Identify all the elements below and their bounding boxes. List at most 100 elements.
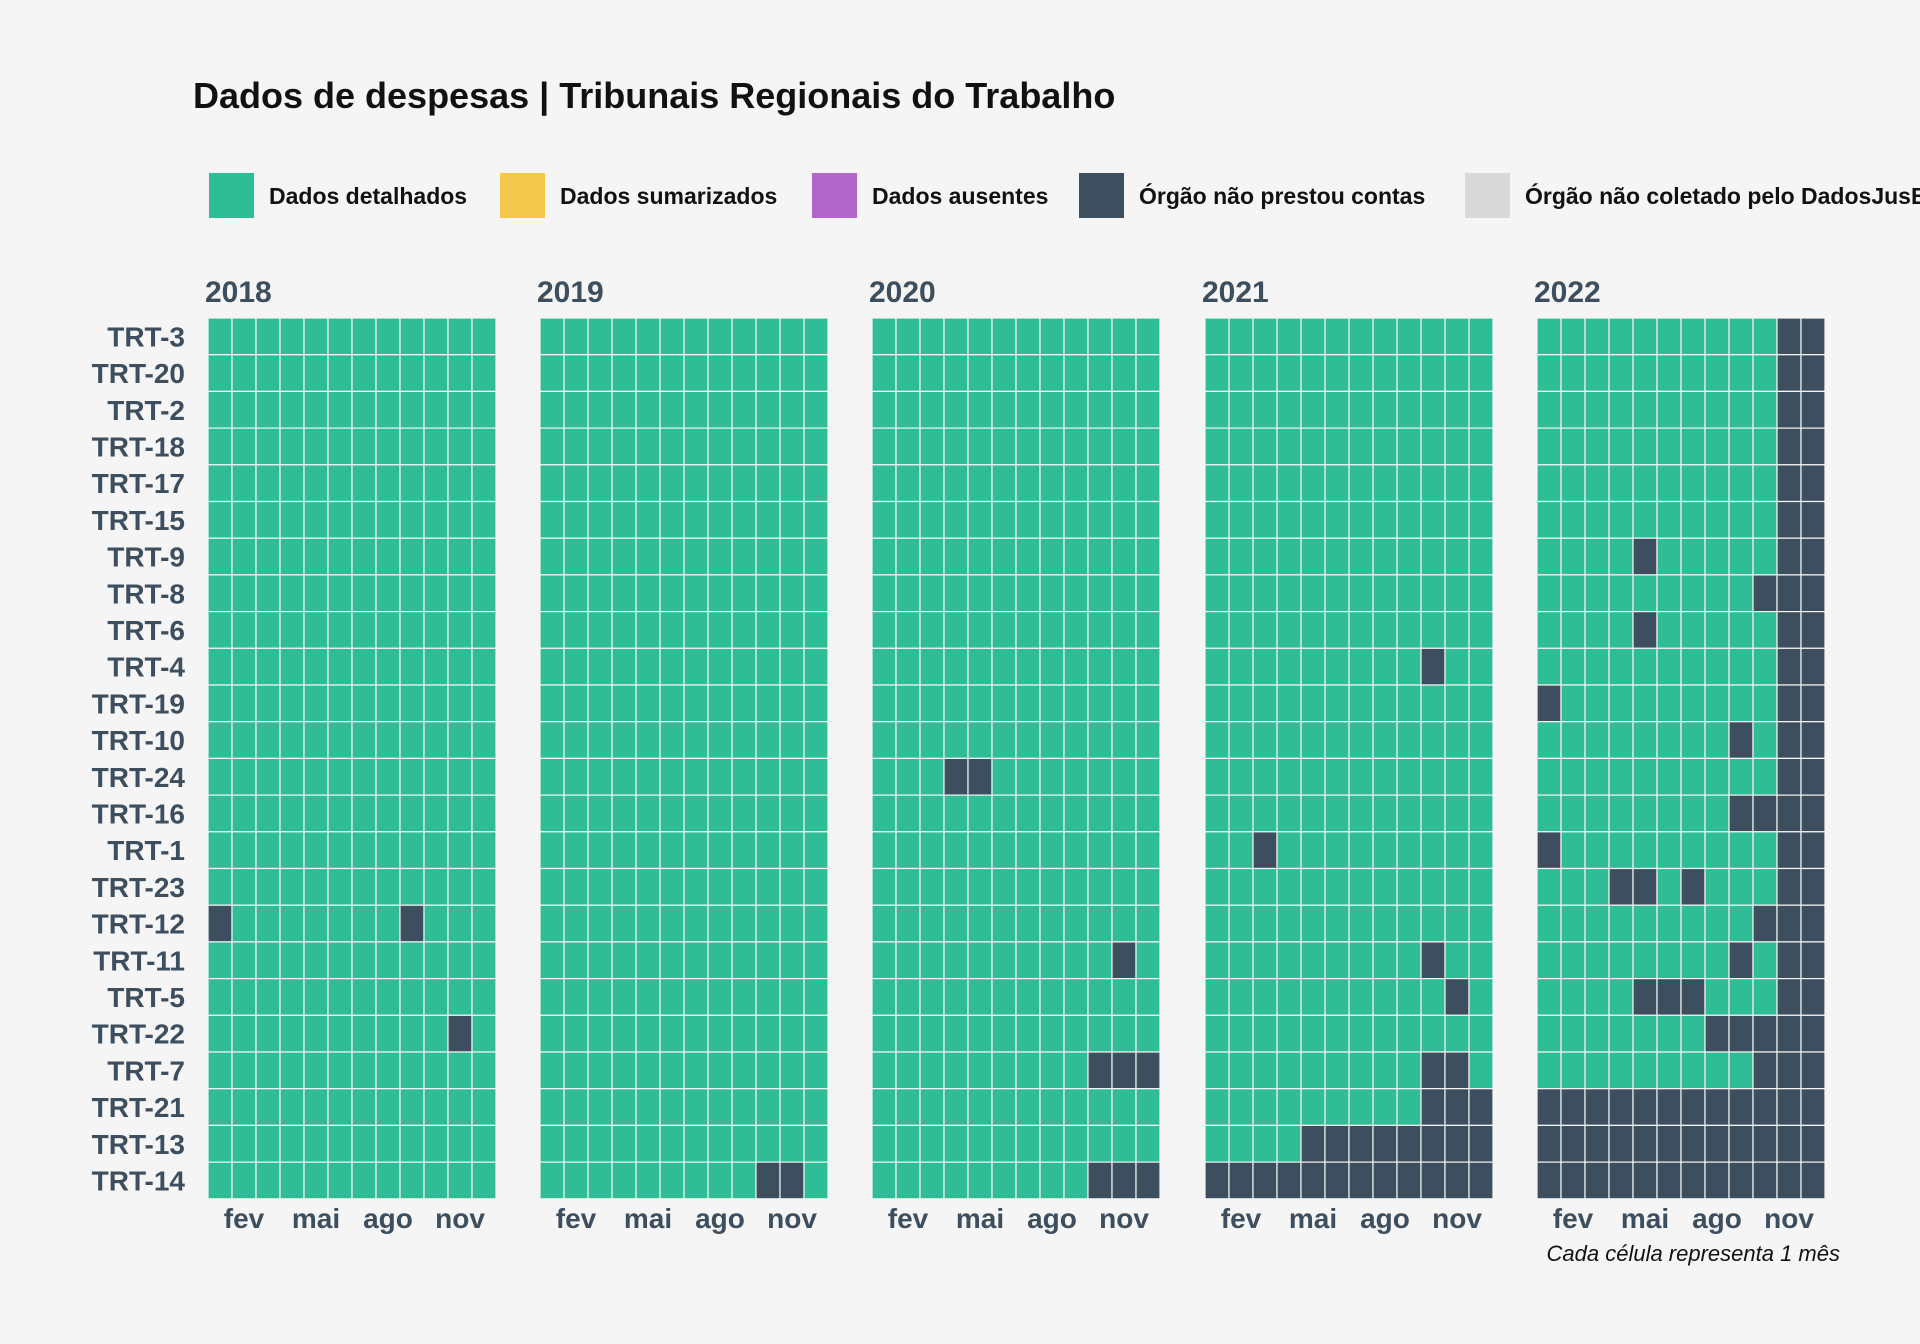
chart-caption: Cada célula representa 1 mês bbox=[1547, 1241, 1841, 1266]
cell-2021-trt-20-m3 bbox=[1252, 354, 1278, 393]
cell-2020-trt-1-m9 bbox=[1063, 831, 1089, 870]
cell-2021-trt-14-m4 bbox=[1276, 1161, 1302, 1200]
cell-2018-trt-12-m6 bbox=[327, 904, 353, 943]
cell-2021-trt-2-m4 bbox=[1276, 390, 1302, 429]
cell-2019-trt-15-m1 bbox=[539, 500, 565, 539]
cell-2020-trt-15-m9 bbox=[1063, 500, 1089, 539]
cell-2018-trt-15-m2 bbox=[231, 500, 257, 539]
year-label-2021: 2021 bbox=[1202, 276, 1269, 309]
cell-2022-trt-5-m8 bbox=[1704, 977, 1730, 1016]
cell-2018-trt-1-m4 bbox=[279, 831, 305, 870]
cell-2019-trt-19-m6 bbox=[659, 684, 685, 723]
cell-2022-trt-15-m7 bbox=[1680, 500, 1706, 539]
cell-2018-trt-12-m11 bbox=[447, 904, 473, 943]
cell-2022-trt-14-m10 bbox=[1752, 1161, 1778, 1200]
cell-2022-trt-3-m9 bbox=[1728, 317, 1754, 356]
cell-2020-trt-24-m12 bbox=[1135, 757, 1161, 796]
cell-2019-trt-23-m8 bbox=[707, 867, 733, 906]
cell-2020-trt-11-m1 bbox=[871, 941, 897, 980]
cell-2020-trt-17-m1 bbox=[871, 464, 897, 503]
cell-2019-trt-12-m2 bbox=[563, 904, 589, 943]
cell-2021-trt-18-m10 bbox=[1420, 427, 1446, 466]
cell-2018-trt-8-m3 bbox=[255, 574, 281, 613]
cell-2019-trt-2-m12 bbox=[803, 390, 829, 429]
cell-2019-trt-2-m9 bbox=[731, 390, 757, 429]
cell-2022-trt-14-m4 bbox=[1608, 1161, 1634, 1200]
cell-2022-trt-8-m8 bbox=[1704, 574, 1730, 613]
cell-2018-trt-12-m4 bbox=[279, 904, 305, 943]
cell-2021-trt-15-m4 bbox=[1276, 500, 1302, 539]
cell-2022-trt-22-m10 bbox=[1752, 1014, 1778, 1053]
cell-2021-trt-9-m6 bbox=[1324, 537, 1350, 576]
cell-2022-trt-15-m6 bbox=[1656, 500, 1682, 539]
cell-2021-trt-5-m7 bbox=[1348, 977, 1374, 1016]
x-tick-2022-fev: fev bbox=[1553, 1203, 1594, 1234]
cell-2022-trt-3-m12 bbox=[1800, 317, 1826, 356]
cell-2021-trt-23-m12 bbox=[1468, 867, 1494, 906]
cell-2022-trt-12-m1 bbox=[1536, 904, 1562, 943]
cell-2022-trt-7-m10 bbox=[1752, 1051, 1778, 1090]
cell-2019-trt-17-m2 bbox=[563, 464, 589, 503]
cell-2021-trt-16-m4 bbox=[1276, 794, 1302, 833]
cell-2021-trt-2-m2 bbox=[1228, 390, 1254, 429]
cell-2022-trt-13-m10 bbox=[1752, 1124, 1778, 1163]
cell-2022-trt-6-m4 bbox=[1608, 610, 1634, 649]
cell-2021-trt-13-m10 bbox=[1420, 1124, 1446, 1163]
cell-2018-trt-24-m1 bbox=[207, 757, 233, 796]
cell-2018-trt-6-m3 bbox=[255, 610, 281, 649]
cell-2022-trt-4-m4 bbox=[1608, 647, 1634, 686]
cell-2020-trt-1-m12 bbox=[1135, 831, 1161, 870]
cell-2022-trt-12-m11 bbox=[1776, 904, 1802, 943]
cell-2022-trt-1-m11 bbox=[1776, 831, 1802, 870]
cell-2021-trt-14-m6 bbox=[1324, 1161, 1350, 1200]
cell-2018-trt-21-m11 bbox=[447, 1088, 473, 1126]
cell-2019-trt-15-m11 bbox=[779, 500, 805, 539]
cell-2018-trt-8-m4 bbox=[279, 574, 305, 613]
cell-2018-trt-13-m9 bbox=[399, 1124, 425, 1163]
cell-2020-trt-6-m5 bbox=[967, 610, 993, 649]
x-tick-2018-mai: mai bbox=[292, 1203, 340, 1234]
cell-2022-trt-23-m8 bbox=[1704, 867, 1730, 906]
cell-2022-trt-17-m2 bbox=[1560, 464, 1586, 503]
cell-2022-trt-7-m2 bbox=[1560, 1051, 1586, 1090]
cell-2022-trt-2-m2 bbox=[1560, 390, 1586, 429]
cell-2019-trt-18-m2 bbox=[563, 427, 589, 466]
cell-2020-trt-14-m6 bbox=[991, 1161, 1017, 1200]
cell-2019-trt-16-m11 bbox=[779, 794, 805, 833]
cell-2020-trt-2-m3 bbox=[919, 390, 945, 429]
cell-2018-trt-5-m6 bbox=[327, 977, 353, 1016]
cell-2019-trt-10-m7 bbox=[683, 721, 709, 760]
cell-2021-trt-13-m6 bbox=[1324, 1124, 1350, 1163]
cell-2021-trt-10-m11 bbox=[1444, 721, 1470, 760]
cell-2020-trt-13-m11 bbox=[1111, 1124, 1137, 1163]
cell-2022-trt-12-m7 bbox=[1680, 904, 1706, 943]
cell-2019-trt-8-m11 bbox=[779, 574, 805, 613]
cell-2021-trt-17-m9 bbox=[1396, 464, 1422, 503]
cell-2022-trt-4-m11 bbox=[1776, 647, 1802, 686]
cell-2022-trt-24-m10 bbox=[1752, 757, 1778, 796]
cell-2018-trt-20-m3 bbox=[255, 354, 281, 393]
x-tick-2020-nov: nov bbox=[1099, 1203, 1149, 1234]
cell-2022-trt-17-m11 bbox=[1776, 464, 1802, 503]
cell-2020-trt-12-m2 bbox=[895, 904, 921, 943]
cell-2019-trt-9-m11 bbox=[779, 537, 805, 576]
cell-2019-trt-16-m6 bbox=[659, 794, 685, 833]
cell-2018-trt-19-m10 bbox=[423, 684, 449, 723]
cell-2022-trt-14-m6 bbox=[1656, 1161, 1682, 1200]
cell-2022-trt-22-m6 bbox=[1656, 1014, 1682, 1053]
cell-2022-trt-17-m1 bbox=[1536, 464, 1562, 503]
cell-2022-trt-7-m12 bbox=[1800, 1051, 1826, 1090]
cell-2022-trt-14-m2 bbox=[1560, 1161, 1586, 1200]
cell-2019-trt-13-m12 bbox=[803, 1124, 829, 1163]
cell-2019-trt-6-m4 bbox=[611, 610, 637, 649]
cell-2018-trt-19-m12 bbox=[471, 684, 497, 723]
cell-2022-trt-6-m3 bbox=[1584, 610, 1610, 649]
cell-2019-trt-14-m12 bbox=[803, 1161, 829, 1200]
cell-2022-trt-2-m7 bbox=[1680, 390, 1706, 429]
cell-2022-trt-10-m10 bbox=[1752, 721, 1778, 760]
cell-2021-trt-5-m11 bbox=[1444, 977, 1470, 1016]
cell-2019-trt-14-m8 bbox=[707, 1161, 733, 1200]
cell-2021-trt-16-m3 bbox=[1252, 794, 1278, 833]
legend-label-detalhados: Dados detalhados bbox=[269, 183, 467, 209]
cell-2020-trt-20-m11 bbox=[1111, 354, 1137, 393]
